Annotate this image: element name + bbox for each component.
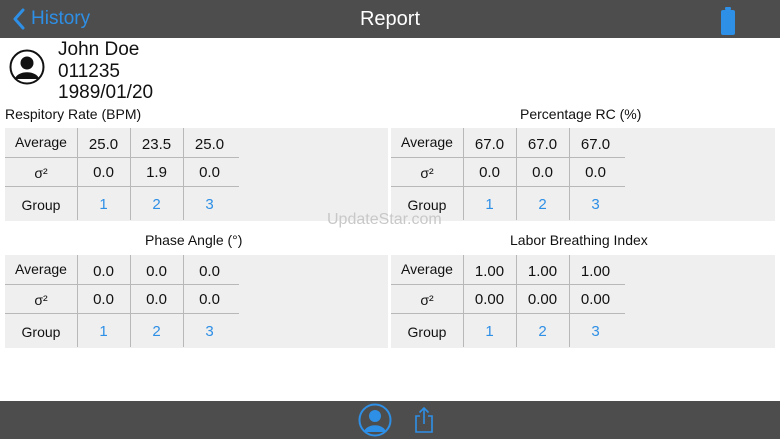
table-title: Percentage RC (%) — [520, 106, 642, 122]
average-value: 1.00 — [474, 263, 505, 280]
battery-icon — [721, 7, 735, 35]
group-link[interactable]: 1 — [99, 196, 108, 213]
row-label-variance: σ² — [34, 165, 48, 181]
average-value: 1.00 — [580, 263, 611, 280]
column-divider — [569, 255, 570, 347]
average-value: 25.0 — [194, 136, 225, 153]
column-divider — [569, 128, 570, 220]
table-title: Phase Angle (°) — [145, 232, 243, 248]
row-label-average: Average — [401, 261, 453, 277]
profile-button[interactable] — [358, 403, 392, 437]
variance-value: 0.0 — [146, 291, 167, 308]
table-title: Labor Breathing Index — [510, 232, 648, 248]
column-divider — [77, 128, 78, 220]
row-divider — [391, 284, 625, 285]
patient-id: 011235 — [58, 61, 120, 82]
group-link[interactable]: 3 — [205, 323, 214, 340]
patient-avatar-icon — [9, 49, 45, 85]
stats-table-percentage-rc: Average 67.0 67.0 67.0 σ² 0.0 0.0 0.0 Gr… — [391, 128, 775, 221]
variance-value: 0.0 — [585, 164, 606, 181]
average-value: 0.0 — [93, 263, 114, 280]
variance-value: 0.0 — [199, 291, 220, 308]
group-link[interactable]: 1 — [99, 323, 108, 340]
row-label-average: Average — [15, 134, 67, 150]
back-label: History — [31, 8, 91, 29]
top-nav-bar: History Report — [0, 0, 780, 38]
row-divider — [5, 157, 239, 158]
variance-value: 0.00 — [527, 291, 558, 308]
stats-table-phase-angle: Average 0.0 0.0 0.0 σ² 0.0 0.0 0.0 Group… — [5, 255, 388, 348]
chevron-left-icon — [13, 8, 25, 30]
row-label-average: Average — [401, 134, 453, 150]
stats-table-respiratory-rate: Average 25.0 23.5 25.0 σ² 0.0 1.9 0.0 Gr… — [5, 128, 388, 221]
row-divider — [5, 186, 239, 187]
group-link[interactable]: 1 — [485, 196, 494, 213]
watermark: UpdateStar.com — [327, 211, 442, 228]
average-value: 23.5 — [141, 136, 172, 153]
patient-name: John Doe — [58, 39, 140, 60]
column-divider — [183, 128, 184, 220]
average-value: 67.0 — [474, 136, 505, 153]
group-link[interactable]: 2 — [152, 323, 161, 340]
column-divider — [77, 255, 78, 347]
column-divider — [130, 128, 131, 220]
group-link[interactable]: 3 — [591, 323, 600, 340]
group-link[interactable]: 2 — [152, 196, 161, 213]
average-value: 25.0 — [88, 136, 119, 153]
average-value: 67.0 — [527, 136, 558, 153]
variance-value: 0.00 — [474, 291, 505, 308]
variance-value: 1.9 — [146, 164, 167, 181]
row-label-variance: σ² — [420, 165, 434, 181]
variance-value: 0.0 — [93, 291, 114, 308]
row-divider — [5, 284, 239, 285]
variance-value: 0.0 — [479, 164, 500, 181]
row-label-average: Average — [15, 261, 67, 277]
average-value: 0.0 — [199, 263, 220, 280]
stats-table-labor-breathing-index: Average 1.00 1.00 1.00 σ² 0.00 0.00 0.00… — [391, 255, 775, 348]
row-label-group: Group — [407, 197, 447, 213]
table-title: Respitory Rate (BPM) — [5, 106, 142, 122]
group-link[interactable]: 2 — [538, 196, 547, 213]
group-link[interactable]: 3 — [205, 196, 214, 213]
variance-value: 0.0 — [199, 164, 220, 181]
row-label-variance: σ² — [34, 292, 48, 308]
page-title: Report — [359, 8, 421, 30]
bottom-toolbar — [0, 401, 780, 439]
variance-value: 0.0 — [93, 164, 114, 181]
group-link[interactable]: 2 — [538, 323, 547, 340]
average-value: 1.00 — [527, 263, 558, 280]
row-divider — [391, 157, 625, 158]
row-divider — [5, 313, 239, 314]
column-divider — [516, 255, 517, 347]
row-label-variance: σ² — [420, 292, 434, 308]
patient-dob: 1989/01/20 — [58, 82, 154, 103]
group-link[interactable]: 1 — [485, 323, 494, 340]
average-value: 0.0 — [146, 263, 167, 280]
group-link[interactable]: 3 — [591, 196, 600, 213]
row-divider — [391, 313, 625, 314]
back-button[interactable]: History — [12, 6, 90, 32]
column-divider — [516, 128, 517, 220]
share-button[interactable] — [413, 406, 435, 434]
column-divider — [130, 255, 131, 347]
variance-value: 0.00 — [580, 291, 611, 308]
row-label-group: Group — [407, 324, 447, 340]
column-divider — [463, 128, 464, 220]
row-label-group: Group — [21, 324, 61, 340]
column-divider — [183, 255, 184, 347]
average-value: 67.0 — [580, 136, 611, 153]
row-label-group: Group — [21, 197, 61, 213]
column-divider — [463, 255, 464, 347]
row-divider — [391, 186, 625, 187]
variance-value: 0.0 — [532, 164, 553, 181]
